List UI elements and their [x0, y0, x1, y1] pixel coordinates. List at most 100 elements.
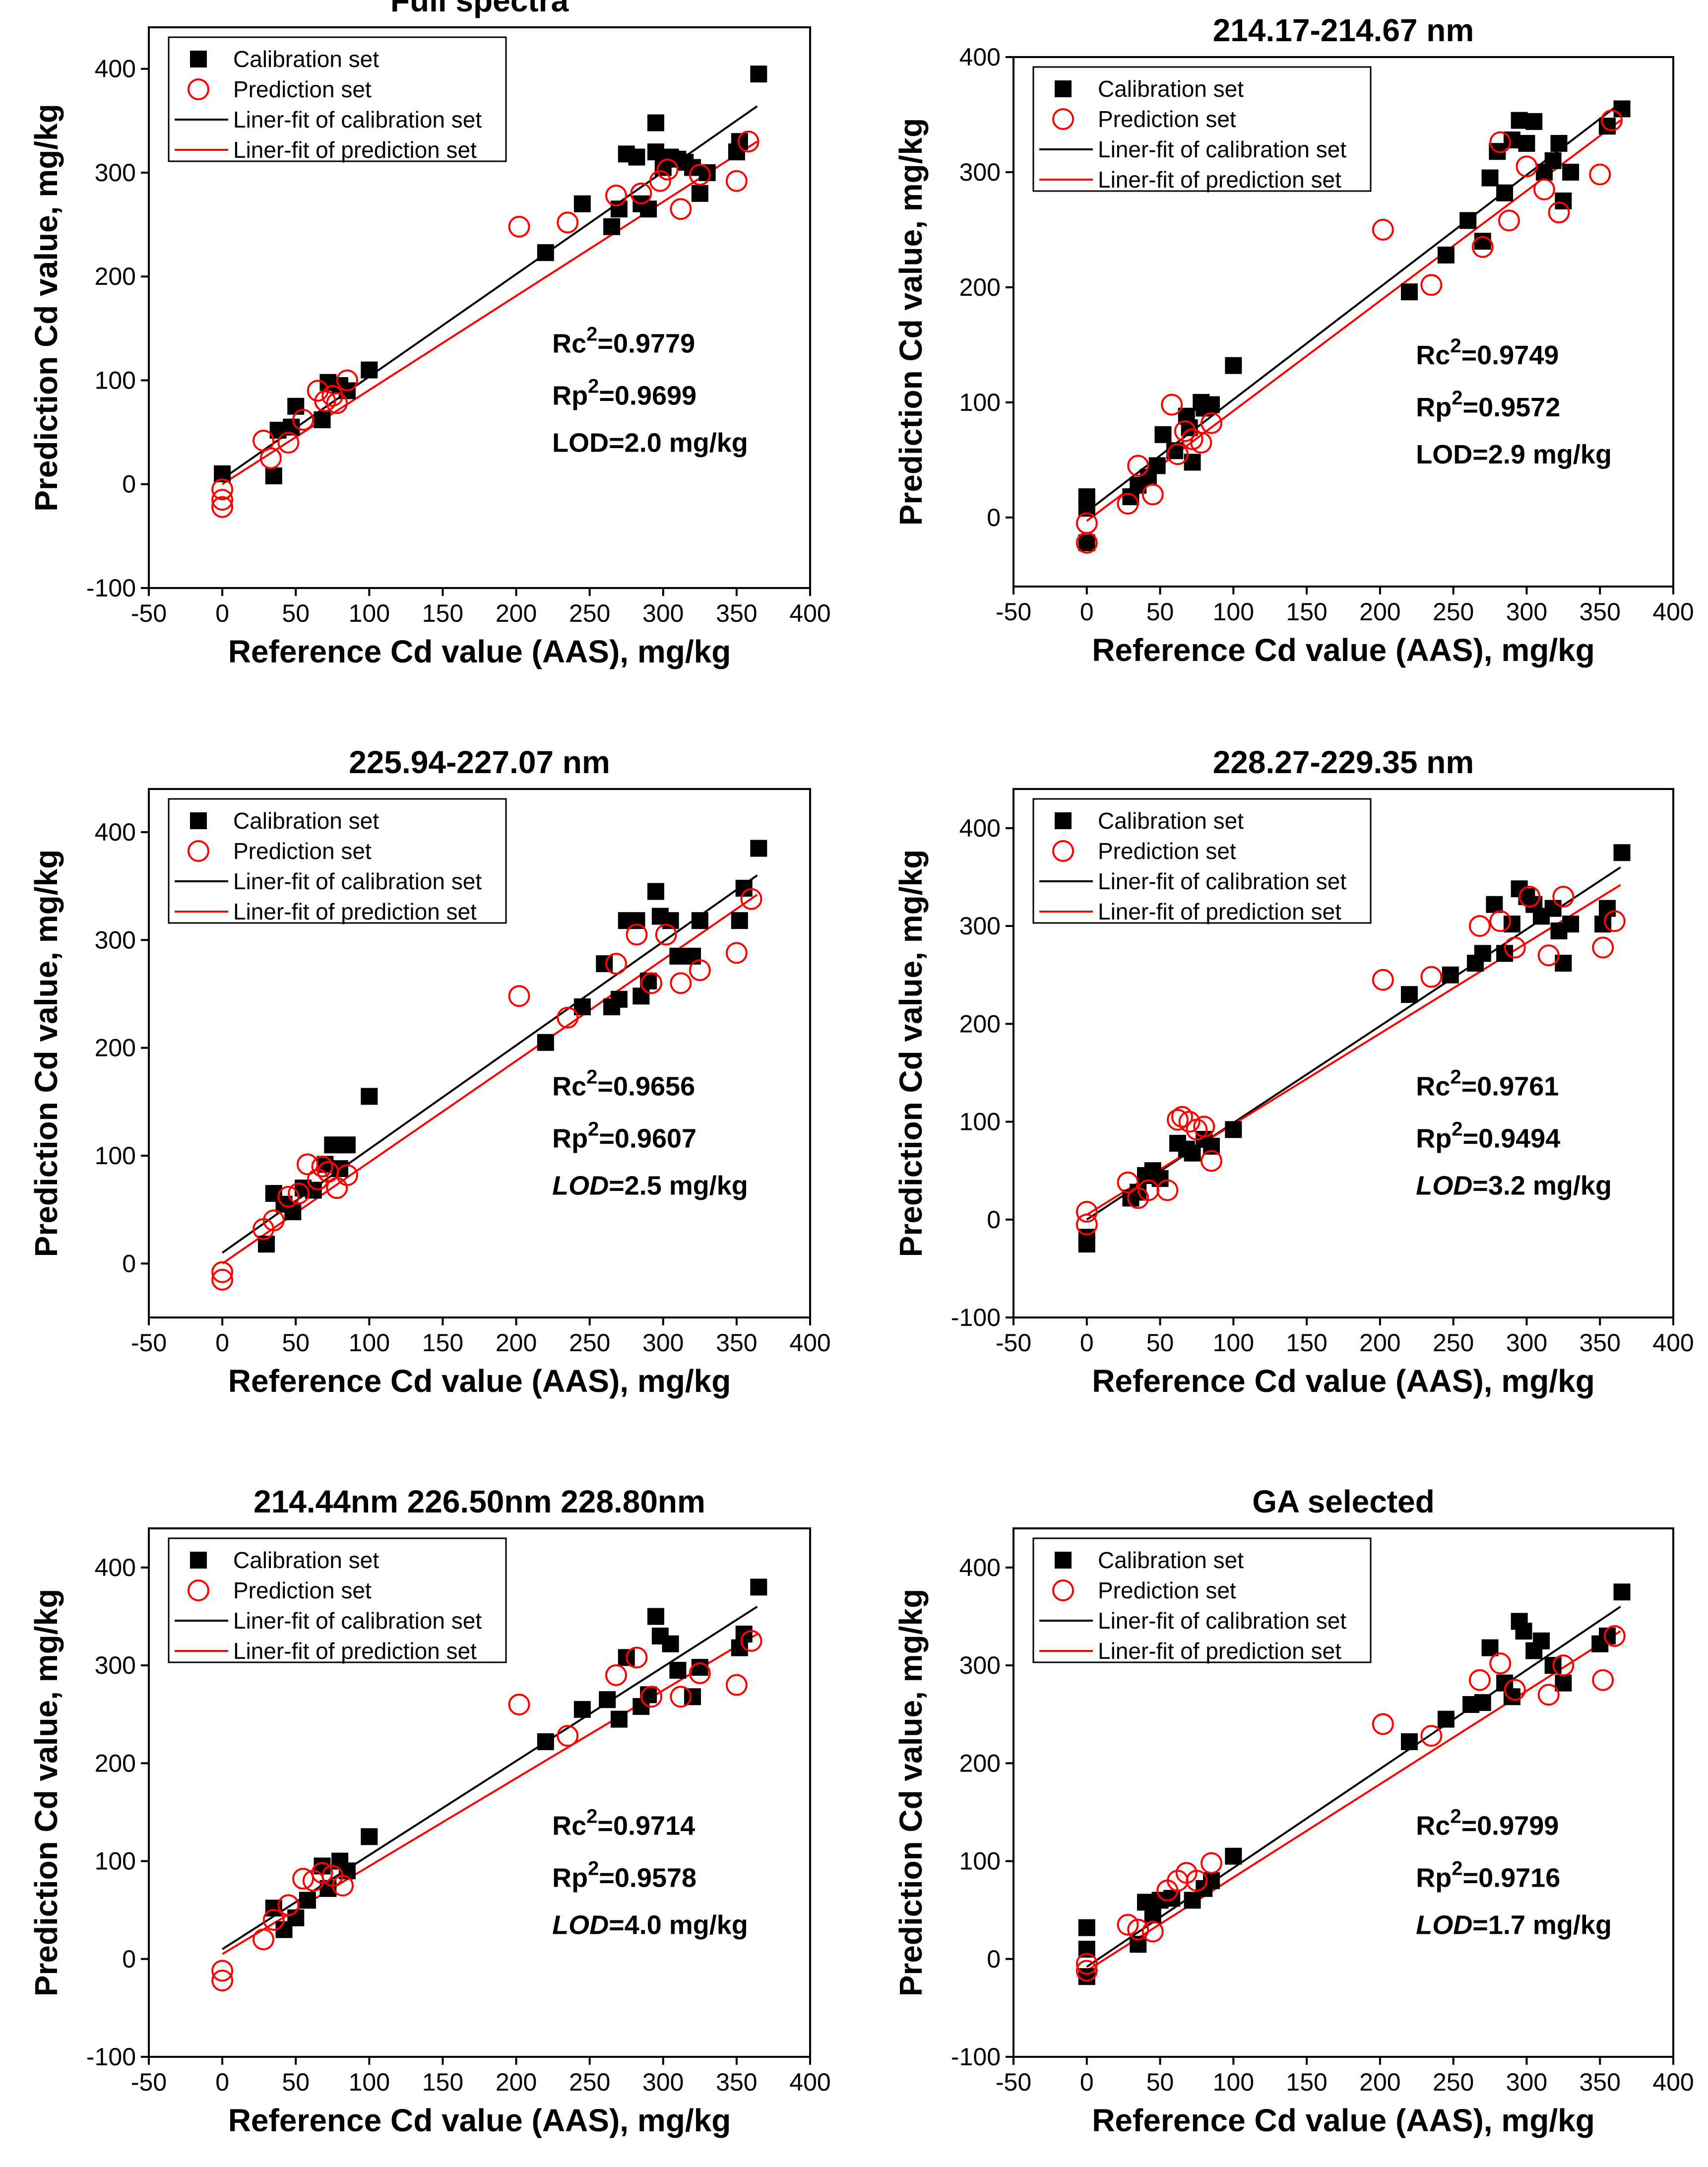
- y-tick-label: 200: [95, 1749, 136, 1777]
- prediction-point: [1603, 910, 1626, 932]
- calibration-point: [1401, 1733, 1418, 1750]
- prediction-point: [737, 131, 759, 153]
- legend-prediction-symbol: [1052, 840, 1074, 862]
- calibration-point: [1613, 844, 1631, 861]
- calibration-point: [1515, 1623, 1532, 1640]
- legend: Calibration set Prediction set Liner-fit o…: [1032, 798, 1372, 924]
- x-tick-label: 350: [1580, 598, 1621, 626]
- x-tick-label: -50: [131, 599, 167, 627]
- calibration-point: [1225, 357, 1242, 374]
- x-tick-label: 400: [1652, 1329, 1694, 1357]
- calibration-point: [265, 467, 282, 484]
- data-layer: [1075, 100, 1631, 554]
- x-tick-label: 100: [1213, 2068, 1254, 2096]
- x-tick-label: -50: [996, 1329, 1031, 1357]
- prediction-point: [1201, 1852, 1222, 1874]
- prediction-point: [1117, 1171, 1139, 1193]
- stats-annotation: Rc2=0.9779 Rp2=0.9699 LOD=2.0 mg/kg: [552, 323, 748, 458]
- prediction-point: [288, 1182, 310, 1205]
- prediction-point: [626, 923, 648, 946]
- prediction-point: [1075, 1960, 1098, 1982]
- prediction-point: [740, 888, 762, 910]
- data-layer: [1075, 844, 1631, 1253]
- y-tick-label: 400: [959, 1554, 1001, 1581]
- x-tick-label: 350: [716, 1329, 757, 1357]
- legend-entry: Liner-fit of prediction set: [1098, 1638, 1341, 1664]
- prediction-point: [605, 953, 627, 975]
- legend-entry: Prediction set: [233, 76, 372, 102]
- prediction-point: [1592, 936, 1614, 959]
- y-axis-label: Prediction Cd value, mg/kg: [893, 118, 929, 526]
- x-tick-label: 150: [422, 1329, 463, 1357]
- prediction-point: [640, 972, 663, 994]
- calibration-point: [1078, 1919, 1095, 1936]
- legend-calibration-symbol: [1055, 812, 1072, 829]
- prediction-point: [1471, 236, 1494, 258]
- legend-calibration-symbol: [1055, 1552, 1072, 1569]
- x-axis-label: Reference Cd value (AAS), mg/kg: [228, 2102, 731, 2138]
- calibration-point: [537, 244, 554, 262]
- plot-frame: [1012, 56, 1674, 588]
- y-tick-label: 200: [95, 1034, 136, 1062]
- legend: Calibration set Prediction set Liner-fit o…: [1032, 66, 1372, 193]
- legend-prediction-symbol: [188, 840, 209, 862]
- prediction-point: [557, 211, 579, 234]
- legend-entry: Liner-fit of calibration set: [1098, 868, 1346, 894]
- prediction-point: [1372, 218, 1394, 241]
- calibration-point: [1474, 233, 1491, 250]
- legend: Calibration set Prediction set Liner-fit o…: [1032, 1537, 1372, 1664]
- x-tick-label: 400: [789, 599, 830, 627]
- x-tick-label: 400: [789, 2068, 830, 2096]
- legend-entry: Prediction set: [1098, 1577, 1236, 1603]
- legend-prediction-symbol: [1052, 1579, 1074, 1601]
- prediction-point: [1075, 1953, 1098, 1975]
- legend-box: [168, 36, 507, 162]
- prediction-point: [557, 1725, 579, 1747]
- legend-entry: Liner-fit of calibration set: [233, 1608, 482, 1634]
- x-tick-label: 300: [642, 1329, 684, 1357]
- calibration-point: [537, 1034, 554, 1051]
- panel-band3: 228.27-229.35 nm -50 0 50 100 150 200 250 300 350…: [893, 744, 1694, 1399]
- prediction-point: [508, 1694, 530, 1715]
- prediction-point: [211, 496, 234, 518]
- prediction-point: [1504, 1679, 1526, 1701]
- x-tick-label: 250: [1433, 598, 1474, 626]
- x-axis-label: Reference Cd value (AAS), mg/kg: [228, 1363, 731, 1399]
- prediction-point: [1552, 885, 1575, 908]
- plot-frame: [148, 788, 811, 1318]
- calibration-point: [691, 1659, 708, 1676]
- x-axis-label: Reference Cd value (AAS), mg/kg: [1092, 1363, 1595, 1399]
- prediction-point: [277, 1185, 300, 1208]
- calibration-point: [603, 218, 621, 235]
- calibration-point: [731, 912, 748, 929]
- prediction-point: [1127, 1918, 1149, 1941]
- prediction-point: [1372, 1713, 1394, 1735]
- legend: Calibration set Prediction set Liner-fit o…: [168, 1537, 507, 1664]
- prediction-point: [1075, 531, 1098, 554]
- calibration-point: [1486, 896, 1503, 913]
- calibration-point: [1533, 1632, 1550, 1649]
- calibration-point: [1474, 1694, 1491, 1711]
- prediction-point: [262, 1209, 285, 1232]
- x-tick-label: 200: [1359, 2068, 1400, 2096]
- y-tick-label: 0: [987, 1945, 1001, 1973]
- lod-label: LOD=4.0 mg/kg: [552, 1910, 748, 1940]
- calibration-point: [1481, 169, 1499, 187]
- y-tick-label: 0: [122, 470, 136, 498]
- prediction-point: [1167, 1109, 1189, 1131]
- x-tick-label: 250: [1433, 2068, 1474, 2096]
- calibration-point: [1562, 916, 1580, 933]
- y-tick-label: -100: [86, 574, 136, 602]
- legend-entry: Calibration set: [233, 808, 379, 834]
- legend-entry: Liner-fit of prediction set: [233, 899, 477, 924]
- x-tick-label: 0: [215, 599, 229, 627]
- x-tick-label: 0: [215, 1329, 229, 1357]
- calibration-point: [1496, 184, 1514, 201]
- legend-entry: Liner-fit of prediction set: [1098, 899, 1341, 924]
- chart-title: 225.94-227.07 nm: [349, 744, 610, 780]
- lod-label: LOD=2.0 mg/kg: [552, 428, 748, 458]
- calibration-point: [684, 1688, 701, 1706]
- x-tick-label: 250: [1433, 1329, 1474, 1357]
- calibration-point: [324, 1136, 341, 1154]
- x-tick-label: 300: [642, 599, 684, 627]
